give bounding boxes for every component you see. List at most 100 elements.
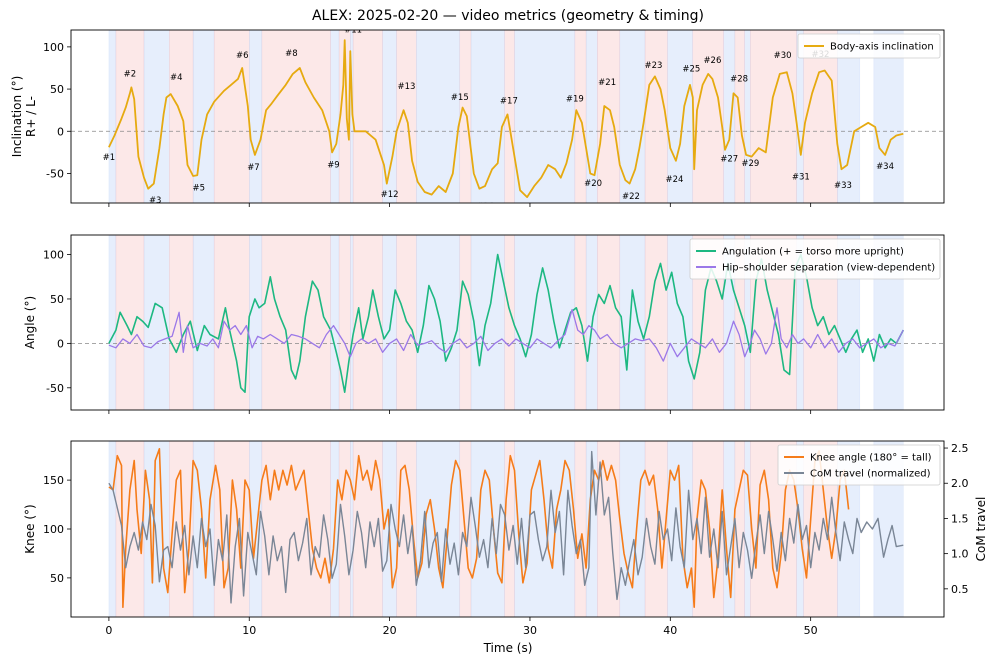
shaded-interval-blue	[382, 235, 397, 410]
legend-entry: CoM travel (normalized)	[810, 469, 931, 480]
axes-frame	[70, 29, 945, 204]
shaded-interval-blue	[350, 235, 354, 410]
y-axis-label: Knee (°)	[23, 504, 37, 553]
shaded-interval-red	[597, 235, 621, 410]
panel-angle: -50 0 50 100 Angle (°) Angulation (+ = torso …	[23, 234, 945, 414]
event-label: #26	[703, 56, 721, 66]
plot-area: #1 #2 #3 #4 #5 #6 #7 #8 #9 #10#11 #12 #13 #14 #15 #16 #…	[71, 26, 944, 214]
event-label: #30	[774, 51, 792, 61]
shaded-interval-blue	[873, 30, 904, 203]
panel-knee: 0 10 20 30 40 50 50 100 150 Knee (°) 0.5 1.0 1.5 2.0 2…	[23, 440, 988, 637]
event-label: #34	[876, 162, 894, 172]
legend-entry: Body-axis inclination	[830, 42, 934, 53]
event-label: #22	[622, 192, 640, 202]
legend-entry: Hip–shoulder separation (view-dependent)	[722, 263, 935, 274]
shaded-interval-red	[396, 441, 417, 617]
event-label: #27	[720, 155, 738, 165]
event-label: #12	[381, 190, 399, 200]
shaded-interval-red	[261, 30, 331, 203]
panel-inclination: #1 #2 #3 #4 #5 #6 #7 #8 #9 #10#11 #12 #13 #14 #15 #16 #…	[10, 26, 945, 214]
shaded-interval-blue	[108, 441, 117, 617]
event-label: #16	[476, 202, 494, 212]
legend-box	[777, 444, 941, 486]
event-label: #25	[682, 64, 700, 74]
series-line-0	[108, 39, 904, 198]
shaded-interval-red	[115, 235, 145, 410]
shaded-interval-blue	[108, 30, 117, 203]
event-label: #15	[451, 93, 469, 103]
x-tick-label: 30	[523, 624, 537, 637]
event-label: #6	[236, 51, 249, 61]
event-label: #23	[644, 61, 662, 71]
shaded-interval-blue	[192, 30, 215, 203]
y-axis-label: R+ / L-	[24, 96, 38, 137]
legend-box	[797, 33, 941, 59]
shaded-interval-blue	[416, 235, 461, 410]
shaded-interval-blue	[667, 235, 694, 410]
event-label: #24	[666, 175, 684, 185]
shaded-interval-blue	[744, 235, 751, 410]
shaded-interval-red	[803, 30, 838, 203]
event-label: #13	[397, 82, 415, 92]
right-y-tick-label: 1.5	[951, 512, 969, 525]
shaded-interval-red	[597, 30, 621, 203]
shaded-interval-blue	[744, 441, 751, 617]
event-label: #18	[518, 204, 536, 214]
legend-entry: Angulation (+ = torso more upright)	[722, 247, 904, 258]
event-label: #17	[500, 96, 518, 106]
shaded-interval-blue	[796, 30, 804, 203]
shaded-interval-blue	[723, 235, 736, 410]
shaded-interval-red	[213, 235, 250, 410]
series-line-1	[108, 450, 904, 604]
series-line-0	[108, 448, 850, 608]
chart-title: ALEX: 2025-02-20 — video metrics (geomet…	[312, 8, 704, 24]
axes-frame	[70, 234, 945, 411]
shaded-interval-blue	[192, 235, 215, 410]
shaded-interval-blue	[416, 30, 461, 203]
shaded-interval-red	[574, 30, 587, 203]
x-tick-label: 20	[383, 624, 397, 637]
y-tick-label: 0	[57, 125, 64, 138]
shaded-interval-red	[261, 441, 331, 617]
series-line-1	[108, 307, 904, 362]
event-label: #4	[170, 73, 183, 83]
shaded-interval-red	[644, 235, 668, 410]
shaded-interval-blue	[619, 235, 646, 410]
x-tick-label: 50	[804, 624, 818, 637]
shaded-interval-red	[574, 441, 587, 617]
y-tick-label: 100	[43, 41, 64, 54]
event-label: #11	[344, 26, 362, 36]
x-tick-label: 0	[105, 624, 112, 637]
shaded-interval-blue	[796, 235, 804, 410]
y-axis-label: Angle (°)	[23, 296, 37, 349]
shaded-interval-blue	[667, 441, 694, 617]
shaded-interval-blue	[470, 30, 505, 203]
y-tick-label: 50	[50, 293, 64, 306]
shaded-interval-blue	[350, 441, 354, 617]
shaded-interval-red	[261, 235, 331, 410]
shaded-interval-blue	[723, 30, 736, 203]
y-tick-label: 50	[50, 83, 64, 96]
right-y-tick-label: 1.0	[951, 548, 969, 561]
shaded-interval-blue	[667, 30, 694, 203]
event-label: #3	[149, 196, 162, 206]
shaded-interval-blue	[143, 30, 170, 203]
shaded-interval-red	[734, 235, 745, 410]
shaded-interval-red	[750, 30, 797, 203]
shaded-interval-blue	[330, 30, 340, 203]
shaded-interval-blue	[514, 30, 576, 203]
event-label: #5	[192, 183, 205, 193]
event-label: #20	[584, 179, 602, 189]
right-y-tick-label: 2.5	[951, 442, 969, 455]
y-tick-label: 0	[57, 337, 64, 350]
y-tick-label: 150	[43, 474, 64, 487]
shaded-interval-red	[504, 235, 515, 410]
right-y-axis-label: CoM travel	[974, 497, 988, 562]
shaded-interval-red	[115, 441, 145, 617]
shaded-interval-red	[338, 235, 351, 410]
series-line-0	[108, 253, 905, 393]
y-axis-label: Inclination (°)	[10, 76, 24, 158]
shaded-interval-red	[115, 30, 145, 203]
shaded-interval-blue	[837, 30, 861, 203]
